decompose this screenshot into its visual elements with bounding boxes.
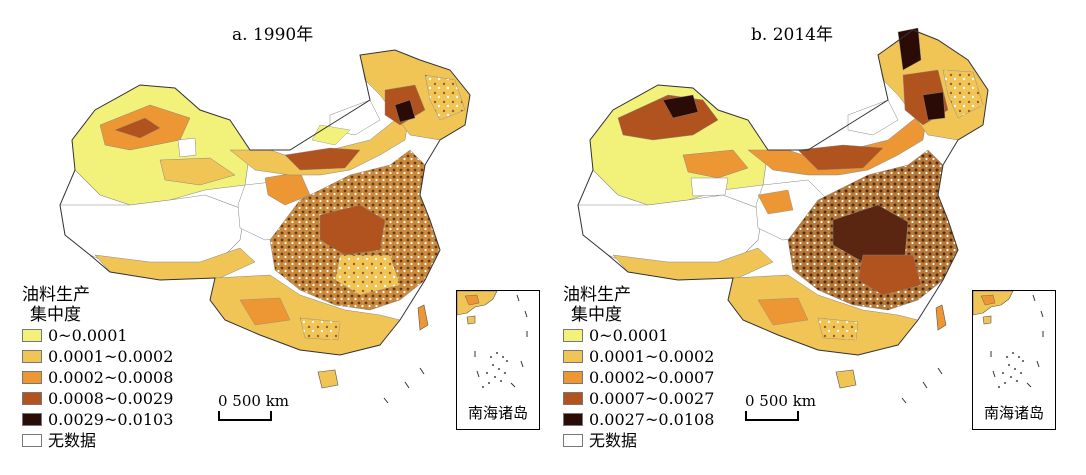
legend-label: 0.0027~0.0108 bbox=[589, 409, 715, 429]
legend-item: 0.0007~0.0027 bbox=[563, 388, 714, 409]
legend-item: 0.0001~0.0002 bbox=[563, 346, 714, 367]
legend-swatch bbox=[563, 329, 583, 342]
legend-swatch bbox=[22, 371, 42, 384]
china-map-2014 bbox=[577, 27, 989, 404]
legend-item: 无数据 bbox=[563, 430, 714, 451]
legend-item: 0~0.0001 bbox=[22, 325, 173, 346]
scale-line bbox=[218, 411, 272, 421]
legend-swatch bbox=[563, 371, 583, 384]
legend-label: 无数据 bbox=[589, 430, 638, 450]
legend-label: 0.0007~0.0027 bbox=[589, 388, 715, 408]
legend-item: 0.0027~0.0108 bbox=[563, 409, 714, 430]
legend-swatch bbox=[563, 350, 583, 363]
legend-item: 0.0008~0.0029 bbox=[22, 388, 173, 409]
legend-swatch bbox=[22, 350, 42, 363]
legend-title: 油料生产 集中度 bbox=[22, 285, 173, 325]
legend-1990: 油料生产 集中度 0~0.0001 0.0001~0.0002 0.0002~0… bbox=[22, 285, 173, 451]
legend-label: 0~0.0001 bbox=[589, 325, 669, 345]
legend-swatch bbox=[22, 413, 42, 426]
legend-2014: 油料生产 集中度 0~0.0001 0.0001~0.0002 0.0002~0… bbox=[563, 285, 714, 451]
legend-item: 0~0.0001 bbox=[563, 325, 714, 346]
inset-map bbox=[973, 291, 1044, 388]
legend-item: 0.0001~0.0002 bbox=[22, 346, 173, 367]
scale-label: 0 500 km bbox=[218, 392, 290, 410]
legend-item: 0.0002~0.0007 bbox=[563, 367, 714, 388]
legend-label: 0.0002~0.0007 bbox=[589, 367, 715, 387]
legend-title-line2: 集中度 bbox=[30, 305, 81, 325]
inset-label: 南海诸岛 bbox=[983, 404, 1044, 422]
legend-title-line1: 油料生产 bbox=[563, 285, 631, 305]
scale-label: 0 500 km bbox=[745, 392, 817, 410]
legend-swatch bbox=[563, 392, 583, 405]
legend-label: 0.0001~0.0002 bbox=[589, 346, 715, 366]
legend-item: 无数据 bbox=[22, 430, 173, 451]
legend-swatch bbox=[563, 434, 583, 447]
legend-swatch bbox=[22, 434, 42, 447]
china-map-1990 bbox=[59, 49, 471, 404]
panel-title-1990: a. 1990年 bbox=[232, 25, 314, 45]
inset-label: 南海诸岛 bbox=[467, 404, 528, 422]
legend-title-line1: 油料生产 bbox=[22, 285, 90, 305]
south-china-sea-inset-1990: 南海诸岛 bbox=[456, 290, 540, 430]
legend-label: 0.0001~0.0002 bbox=[48, 346, 174, 366]
legend-label: 0.0008~0.0029 bbox=[48, 388, 174, 408]
scale-line bbox=[745, 411, 799, 421]
map-panel-1990: a. 1990年 油料生产 集中度 0~0.0001 0.0001~0.0002… bbox=[22, 25, 540, 451]
scale-bar-1990: 0 500 km bbox=[218, 392, 289, 421]
legend-label: 0.0029~0.0103 bbox=[48, 409, 174, 429]
legend-title: 油料生产 集中度 bbox=[563, 285, 714, 325]
south-china-sea-inset-2014: 南海诸岛 bbox=[972, 290, 1056, 430]
scale-bar-2014: 0 500 km bbox=[745, 392, 816, 421]
legend-swatch bbox=[22, 329, 42, 342]
panel-title-2014: b. 2014年 bbox=[751, 25, 833, 45]
legend-item: 0.0029~0.0103 bbox=[22, 409, 173, 430]
legend-title-line2: 集中度 bbox=[571, 305, 622, 325]
legend-label: 0.0002~0.0008 bbox=[48, 367, 174, 387]
legend-swatch bbox=[563, 413, 583, 426]
legend-label: 0~0.0001 bbox=[48, 325, 128, 345]
legend-item: 0.0002~0.0008 bbox=[22, 367, 173, 388]
inset-map bbox=[457, 291, 528, 388]
legend-swatch bbox=[22, 392, 42, 405]
legend-label: 无数据 bbox=[48, 430, 97, 450]
map-panel-2014: b. 2014年 油料生产 集中度 0~0.0001 0.0001~0.0002… bbox=[543, 0, 1086, 475]
